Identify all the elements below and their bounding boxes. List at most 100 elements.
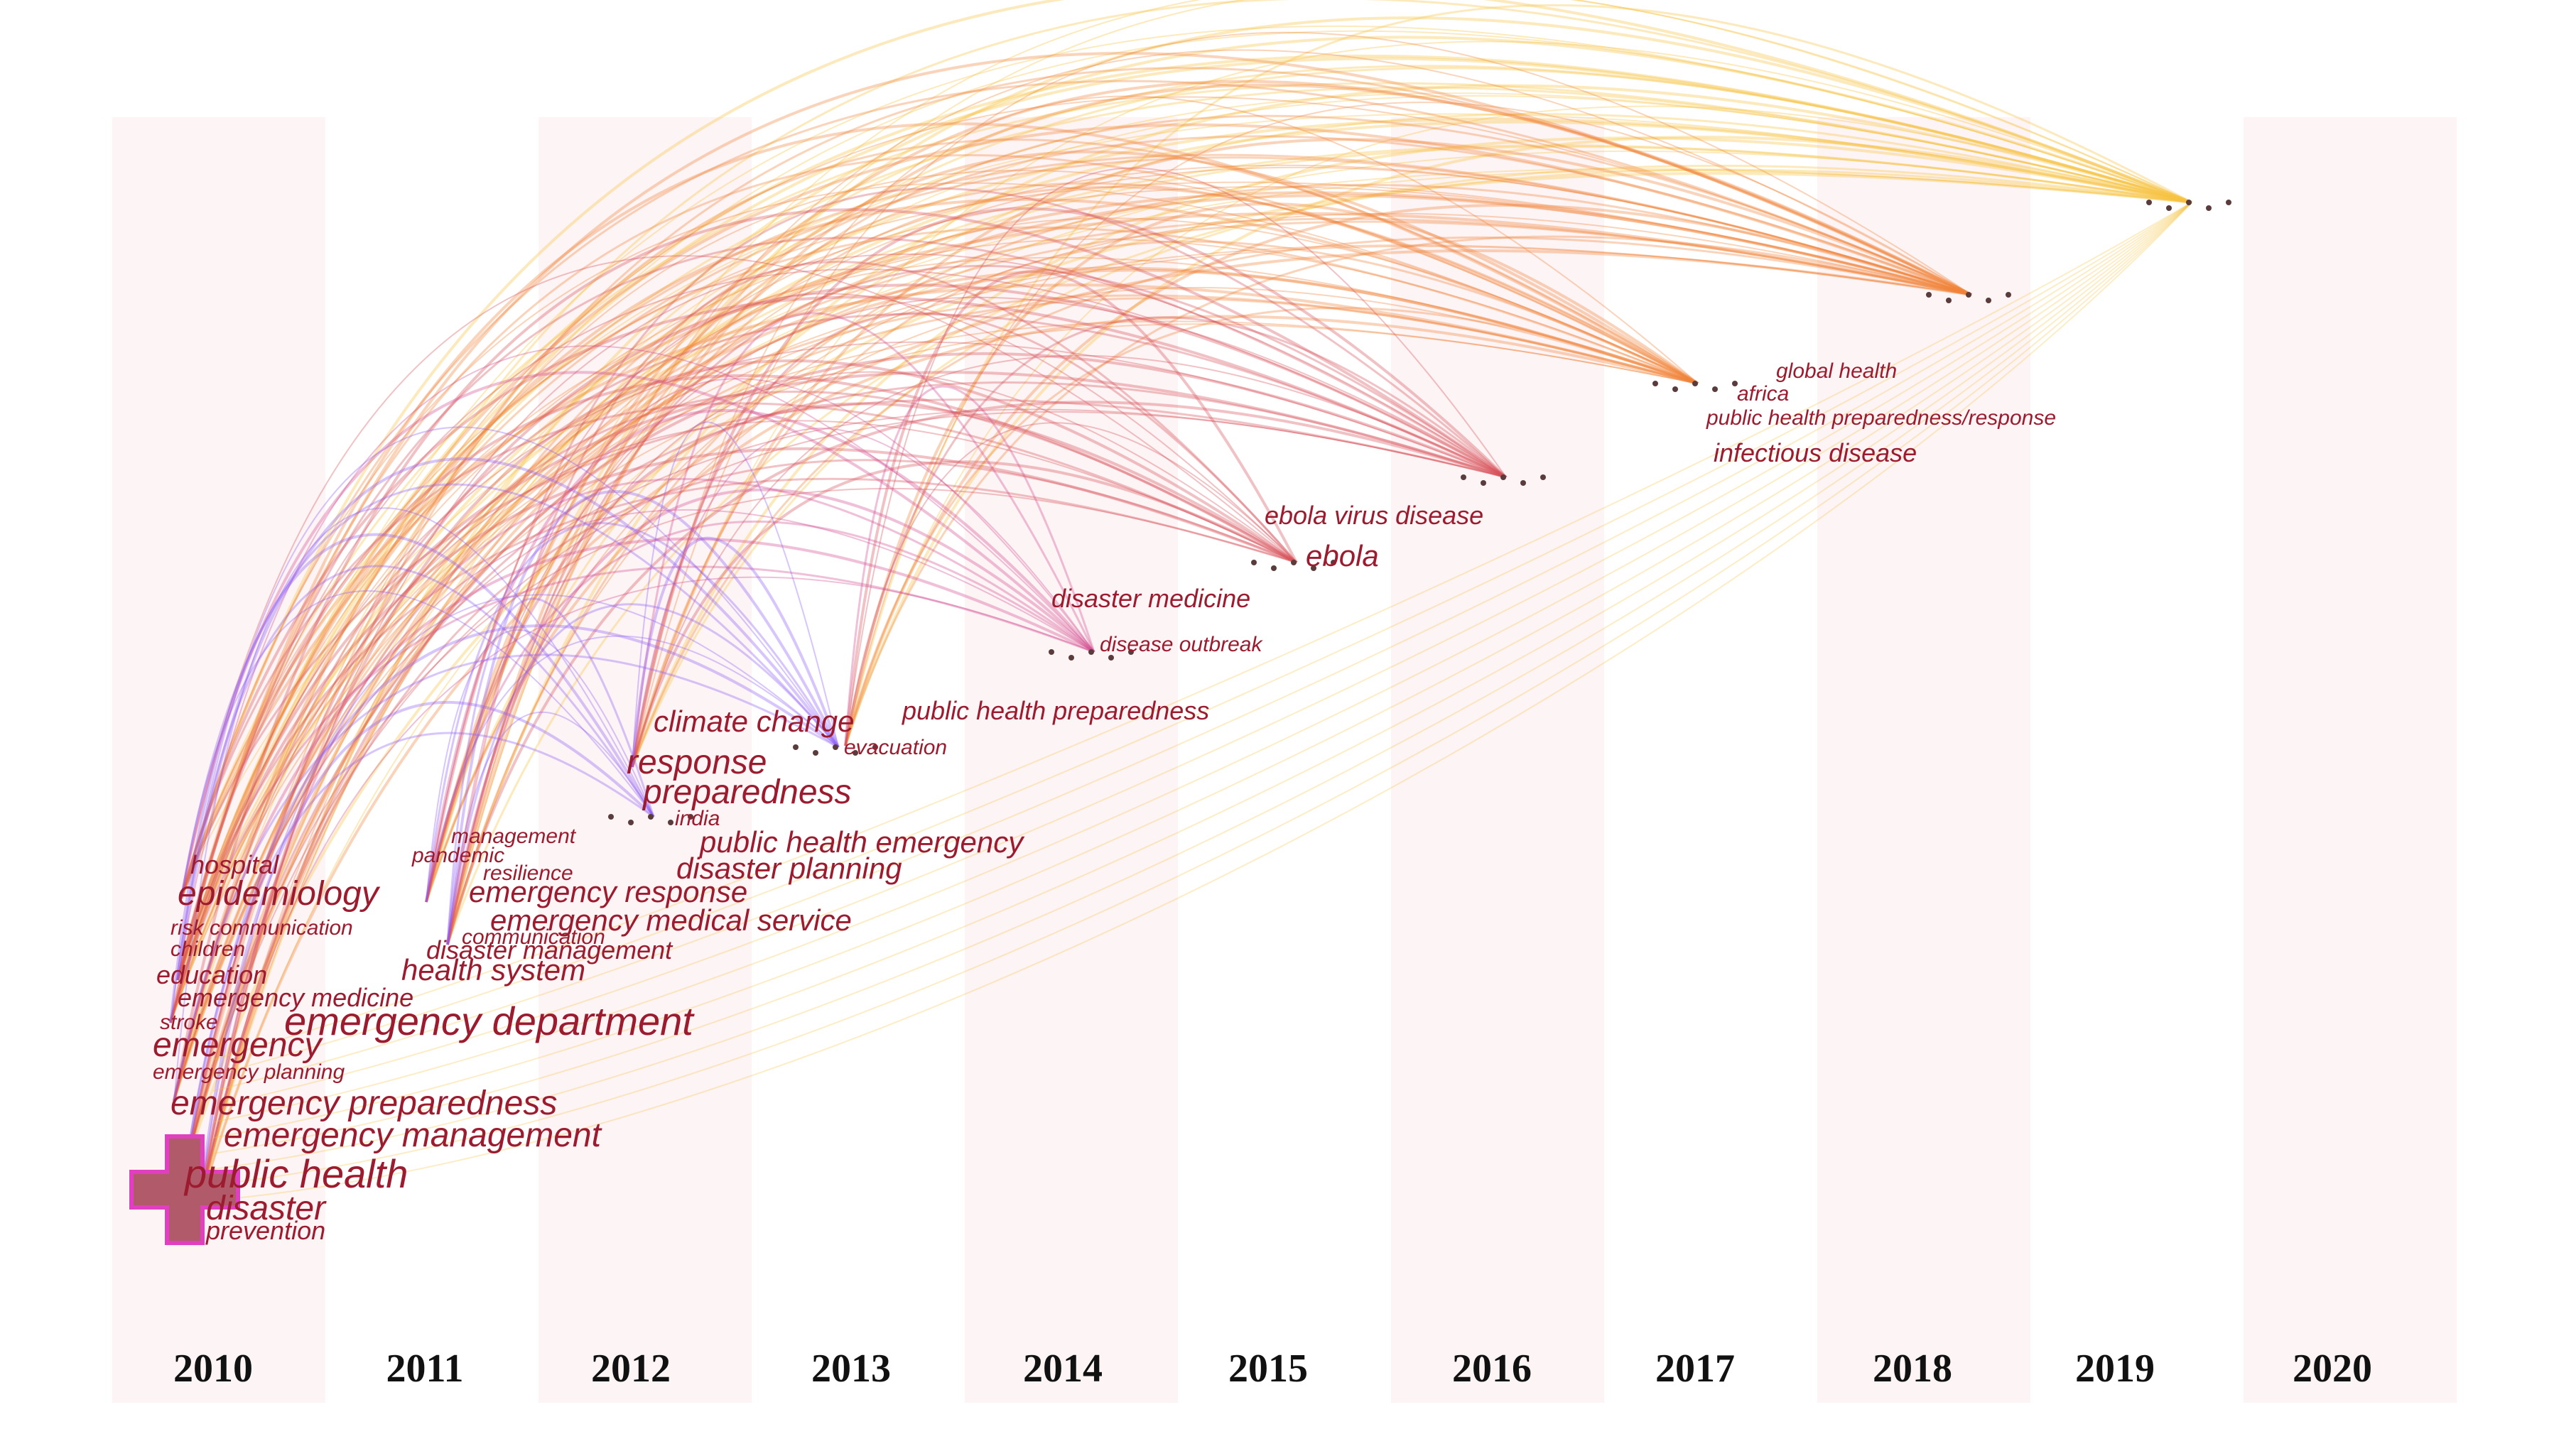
link-arc (180, 181, 1972, 899)
link-arc (176, 86, 2192, 981)
keyword-communication: communication (462, 925, 605, 949)
link-arc (446, 401, 1507, 945)
year-band-2020 (2244, 117, 2457, 1403)
link-arc (185, 172, 2192, 1166)
link-arc (844, 204, 1972, 746)
link-arc (632, 40, 2192, 768)
link-arc (425, 521, 840, 903)
keyword-node (1049, 649, 1054, 655)
link-arc (176, 144, 2192, 981)
keyword-india: india (675, 807, 720, 830)
link-arc (446, 490, 840, 945)
keyword-node (1652, 381, 1658, 386)
link-arc (426, 217, 1699, 903)
link-arc (446, 185, 1699, 945)
link-arc (425, 187, 1507, 903)
link-arc (198, 576, 1095, 1208)
keyword-node (2006, 292, 2011, 298)
link-arc (173, 0, 2192, 1102)
link-arc (632, 354, 1507, 768)
keyword-risk-communication: risk communication (171, 916, 353, 940)
link-arc (177, 345, 1095, 981)
keyword-infectious-disease: infectious disease (1714, 438, 1917, 467)
link-arc (180, 283, 1699, 899)
year-label-2011: 2011 (386, 1347, 464, 1391)
keyword-node (668, 820, 673, 825)
link-arc (631, 136, 2192, 768)
link-arc (185, 624, 840, 1166)
link-arc (169, 156, 1972, 1023)
keyword-node (2186, 200, 2192, 205)
link-arc (173, 92, 2192, 1102)
link-arc (170, 341, 1507, 1023)
link-arc (176, 565, 655, 981)
keyword-node (1986, 298, 1991, 303)
keyword-node (648, 814, 654, 820)
link-arc (180, 483, 840, 899)
link-arc (185, 411, 1507, 1166)
link-arc (185, 164, 1972, 1166)
link-arc (180, 255, 1297, 899)
link-arc (169, 117, 2192, 1023)
link-arc (631, 536, 840, 768)
keyword-node (2166, 205, 2172, 211)
link-arc (176, 54, 2192, 981)
link-arc (426, 293, 1297, 903)
link-arc (845, 105, 2192, 746)
link-arc (185, 65, 2192, 1166)
link-arc (212, 202, 2192, 1154)
keyword-public-health: public health (185, 1151, 408, 1196)
link-arc (180, 402, 1297, 899)
year-label-2019: 2019 (2075, 1347, 2155, 1391)
link-arc (426, 0, 2192, 903)
keyword-emergency-planning: emergency planning (153, 1060, 345, 1084)
link-arc (197, 478, 1095, 1208)
link-arc (169, 217, 1972, 1023)
year-label-2013: 2013 (811, 1347, 891, 1391)
link-arc (212, 202, 2192, 1139)
link-arc (447, 378, 1095, 945)
keyword-public-health-preparedness-response: public health preparedness/response (1706, 406, 2056, 430)
keyword-ebola: ebola (1306, 539, 1379, 572)
link-arc (185, 170, 1699, 1166)
link-arc (631, 312, 1095, 768)
link-arc (173, 30, 2192, 1102)
link-arc (845, 422, 1297, 746)
keyword-node (2206, 205, 2212, 211)
link-arc (844, 235, 1972, 746)
link-arc (173, 537, 1095, 1102)
keyword-node (1251, 560, 1257, 565)
link-arc (197, 700, 655, 1208)
link-arc (632, 428, 1095, 768)
keyword-pandemic: pandemic (412, 844, 505, 867)
link-arc (170, 320, 1699, 1023)
link-arc (425, 182, 1699, 903)
link-arc (425, 80, 1972, 903)
keyword-disaster-medicine: disaster medicine (1051, 584, 1251, 613)
link-arc (173, 197, 1699, 1102)
link-arc (198, 166, 1972, 1208)
link-arc (447, 371, 1297, 945)
link-arc (180, 82, 2192, 899)
link-arc (631, 207, 1508, 768)
link-arc (180, 113, 2192, 899)
year-band-2016 (1391, 117, 1604, 1403)
link-arc (180, 398, 1507, 899)
link-arc (176, 477, 1297, 981)
link-arc (425, 114, 1972, 903)
link-arc (173, 420, 1297, 1102)
link-arc (177, 244, 1972, 981)
link-arc (197, 249, 1972, 1208)
link-arc (185, 391, 1297, 1166)
keyword-node (833, 744, 838, 750)
link-arc (197, 459, 1297, 1208)
link-arc (631, 138, 1972, 768)
keyword-node (688, 814, 693, 820)
year-label-2014: 2014 (1023, 1347, 1103, 1391)
keyword-emergency-medical-service: emergency medical service (490, 903, 852, 937)
link-arc (170, 426, 839, 1023)
link-arc (212, 202, 2192, 1060)
year-label-2015: 2015 (1228, 1347, 1308, 1391)
